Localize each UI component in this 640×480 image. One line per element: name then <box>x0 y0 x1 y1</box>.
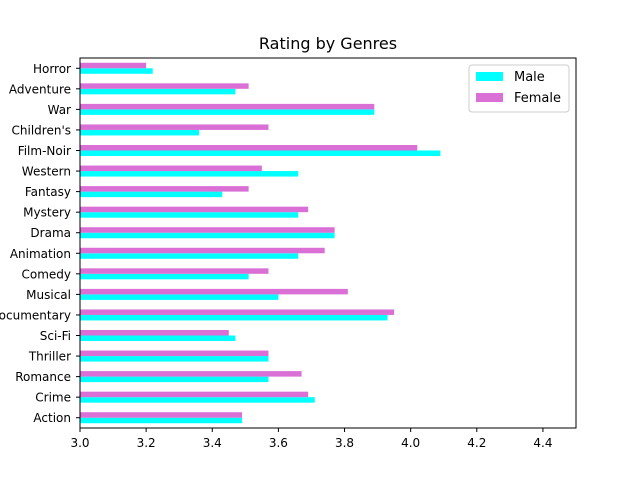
y-tick-label: Horror <box>33 62 71 76</box>
y-tick-label: Drama <box>30 226 71 240</box>
legend-swatch-male <box>476 72 503 81</box>
bar-female-documentary <box>80 309 395 315</box>
x-tick-label: 3.8 <box>335 436 354 450</box>
y-tick-label: Fantasy <box>25 185 71 199</box>
bar-male-children-s <box>80 129 200 136</box>
bar-male-drama <box>80 232 335 239</box>
bar-male-musical <box>80 294 279 300</box>
bar-female-children-s <box>80 124 269 130</box>
x-tick-label: 4.2 <box>467 436 486 450</box>
bar-female-animation <box>80 247 325 254</box>
bar-male-action <box>80 417 243 424</box>
bar-female-romance <box>80 371 302 377</box>
bar-female-drama <box>80 227 335 233</box>
x-tick-label: 4.0 <box>401 436 420 450</box>
bar-female-war <box>80 103 375 110</box>
bar-male-mystery <box>80 212 299 218</box>
bar-male-film-noir <box>80 150 441 156</box>
bar-female-fantasy <box>80 186 249 192</box>
x-tick-label: 3.4 <box>203 436 222 450</box>
y-tick-label: War <box>48 103 71 117</box>
bar-female-comedy <box>80 268 269 274</box>
plot-frame <box>79 57 577 429</box>
bar-male-adventure <box>80 88 236 95</box>
y-tick-label: Sci-Fi <box>40 329 71 343</box>
y-tick-label: Animation <box>10 247 71 261</box>
bar-male-horror <box>80 68 153 74</box>
bar-male-fantasy <box>80 191 223 198</box>
y-tick-label: Documentary <box>0 308 71 322</box>
bar-female-adventure <box>80 83 249 89</box>
bar-male-western <box>80 171 299 177</box>
bar-male-animation <box>80 253 299 259</box>
bar-male-comedy <box>80 273 249 280</box>
bar-female-action <box>80 412 243 418</box>
bar-female-horror <box>80 62 147 69</box>
legend-label-female: Female <box>514 91 561 106</box>
bar-female-film-noir <box>80 145 418 151</box>
y-tick-label: Western <box>22 165 71 179</box>
y-tick-label: Action <box>33 411 71 425</box>
y-ticks-group: Action Crime Romance Thriller Sci-Fi Document… <box>0 62 80 425</box>
x-tick-label: 3.6 <box>269 436 288 450</box>
bars-group <box>80 62 441 424</box>
x-ticks-group: 3.0 3.2 3.4 3.6 3.8 4.0 4.2 4.4 <box>70 428 552 450</box>
bar-female-thriller <box>80 350 269 357</box>
bar-female-sci-fi <box>80 330 229 336</box>
y-tick-label: Thriller <box>28 350 71 364</box>
bar-male-thriller <box>80 356 269 362</box>
bar-male-documentary <box>80 314 388 321</box>
bar-female-crime <box>80 391 309 398</box>
x-tick-label: 4.4 <box>533 436 552 450</box>
legend-swatch-female <box>476 93 503 102</box>
x-tick-label: 3.0 <box>70 436 89 450</box>
y-tick-label: Mystery <box>23 206 71 220</box>
y-tick-label: Romance <box>15 370 71 384</box>
legend: Male Female <box>468 64 570 113</box>
y-tick-label: Film-Noir <box>18 144 71 158</box>
x-tick-label: 3.2 <box>137 436 156 450</box>
bar-male-war <box>80 109 375 115</box>
legend-label-male: Male <box>514 70 545 85</box>
y-tick-label: Crime <box>35 391 71 405</box>
y-tick-label: Musical <box>26 288 71 302</box>
chart-title: Rating by Genres <box>259 34 397 53</box>
bar-female-mystery <box>80 206 309 213</box>
bar-female-musical <box>80 288 348 295</box>
bar-male-romance <box>80 376 269 383</box>
bar-male-crime <box>80 397 315 403</box>
y-tick-label: Comedy <box>21 267 71 281</box>
bar-male-sci-fi <box>80 335 236 341</box>
y-tick-label: Adventure <box>9 82 71 96</box>
y-tick-label: Children's <box>12 123 71 137</box>
bar-female-western <box>80 165 262 172</box>
